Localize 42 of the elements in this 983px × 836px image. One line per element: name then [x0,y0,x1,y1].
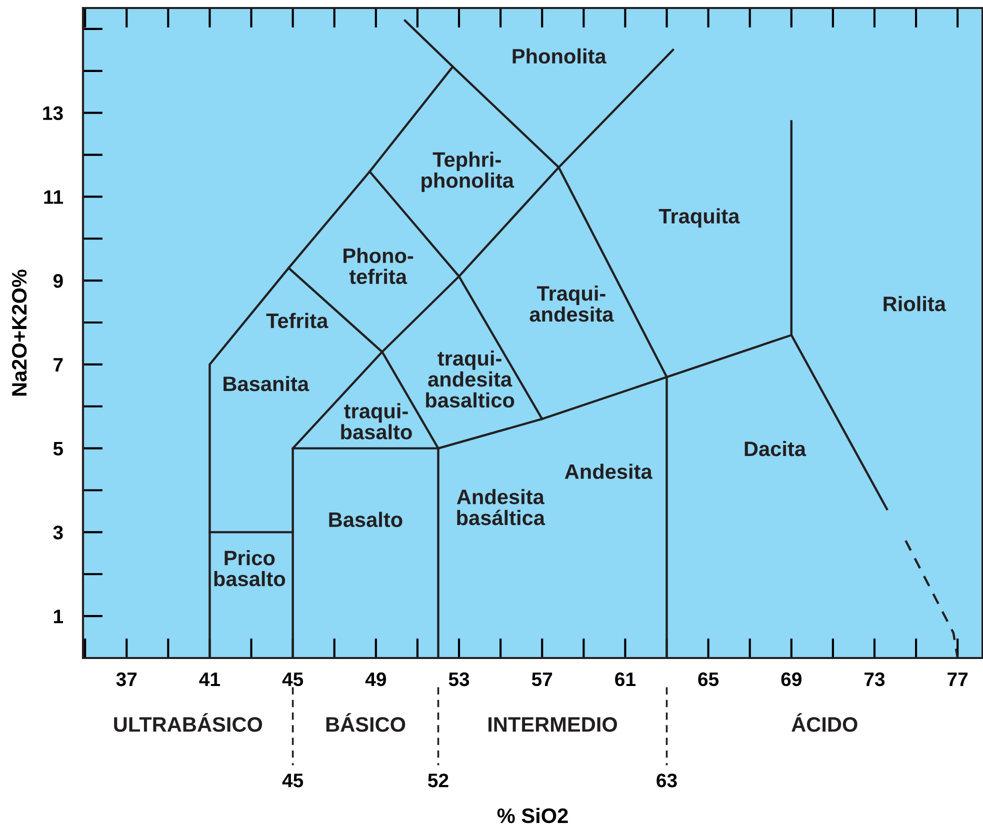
y-tick-label: 3 [53,526,63,540]
y-tick-label: 9 [53,274,63,288]
text: ULTRABÁSICO [114,713,262,732]
x-tick-label: 69 [781,672,802,686]
x-tick-label: 61 [615,672,636,686]
annotation: traqui- basalto [341,403,412,440]
x-tick-label: 41 [199,672,220,686]
annotation: Dacita [744,440,806,456]
annotation: Tephri- phonolita [422,152,514,192]
annotation: Andesita basáltica [456,488,546,526]
annotation: Phono- tefrita [344,248,414,284]
x-tick-label: 45 [282,672,304,686]
y-tick-label: 1 [54,610,64,624]
y-axis-title: Na2O+K2O% [12,270,27,396]
x-tick-label: 77 [948,672,968,686]
y-tick-label: 13 [43,106,63,120]
annotation: Prico basalto [214,550,286,586]
x-tick-label: 73 [864,672,885,686]
x-axis-title: % SiO2 [497,808,568,824]
x2-tick-label: 52 [428,774,448,788]
x-tick-label: 37 [116,672,137,686]
text: INTERMEDIO [488,717,618,732]
y-tick-label: 11 [44,190,64,204]
x-tick-label: 49 [365,672,386,686]
x-tick-label: 53 [448,672,470,686]
x-tick-label: 65 [698,672,719,686]
annotation: Traqui- andesita [530,286,614,322]
annotation: Phonolita [512,48,606,64]
annotation: traqui- andesita basaltico [426,350,514,408]
annotation: Basalto [329,512,402,528]
y-tick-label: 5 [53,442,64,456]
annotation: Riolita [884,296,946,312]
x2-tick-label: 45 [282,774,304,788]
annotation: Traquita [658,208,740,228]
annotation: Basanita [224,376,310,392]
y-tick-label: 7 [54,358,63,372]
annotation: Andesita [564,464,652,479]
annotation: Tefrita [266,312,328,328]
x-tick-label: 57 [532,672,552,686]
text: BÁSICO [326,713,406,732]
x2-tick-label: 63 [656,774,677,788]
text: ÁCIDO [792,713,858,732]
